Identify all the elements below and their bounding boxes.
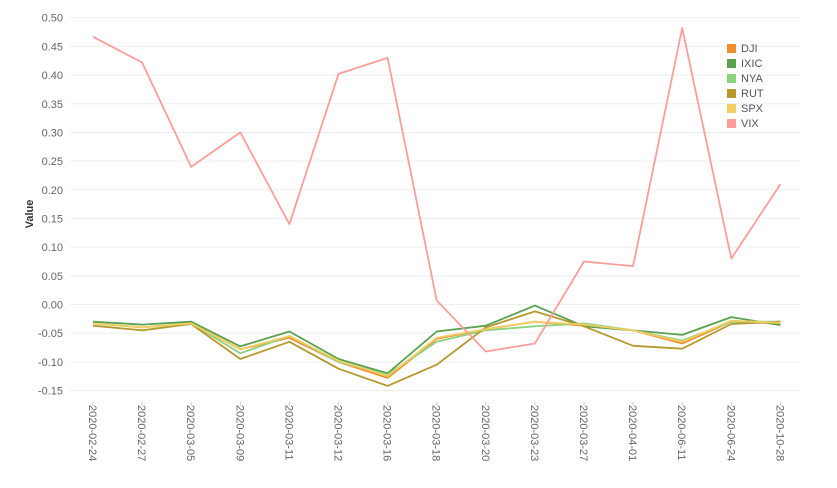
y-tick-label: -0.05: [38, 328, 63, 340]
x-axis: 2020-02-24 2020-02-27 2020-03-05 2020-03-09…: [86, 402, 785, 461]
x-tick-label: 2020-10-28: [773, 405, 785, 461]
series-line-dji: [92, 320, 781, 379]
legend-swatch-spx: [727, 104, 736, 113]
series-line-rut: [92, 310, 781, 387]
x-tick-label: 2020-03-12: [332, 405, 344, 461]
y-tick-label: 0.30: [42, 127, 63, 139]
x-tick-label: 2020-03-05: [184, 405, 196, 461]
x-tick-label: 2020-02-24: [86, 405, 98, 461]
x-tick-label: 2020-04-01: [626, 405, 638, 461]
y-tick-label: 0.00: [42, 300, 63, 312]
gridlines: [70, 17, 800, 392]
y-tick-label: 0.20: [42, 185, 63, 197]
y-axis: 0.50 0.45 0.40 0.35 0.30 0.25 0.20 0.15 0.10 0.05…: [38, 13, 63, 398]
x-tick-label: 2020-03-11: [282, 405, 294, 460]
y-tick-label: 0.15: [42, 213, 63, 225]
y-tick-label: 0.50: [42, 13, 63, 25]
legend-swatch-rut: [727, 89, 736, 98]
y-tick-label: 0.35: [42, 99, 63, 111]
y-tick-label: 0.45: [42, 41, 63, 53]
legend[interactable]: DJI IXIC NYA RUT SPX VIX: [727, 43, 764, 130]
x-tick-label: 2020-03-16: [381, 405, 393, 461]
x-tick-label: 2020-03-20: [479, 405, 491, 461]
y-tick-label: -0.15: [38, 386, 63, 398]
legend-swatch-vix: [727, 119, 736, 128]
y-axis-label: Value: [24, 200, 36, 229]
x-tick-label: 2020-06-24: [724, 405, 736, 461]
legend-label-spx: SPX: [741, 103, 764, 115]
y-tick-label: 0.25: [42, 156, 63, 168]
y-tick-label: 0.10: [42, 242, 63, 254]
x-tick-label: 2020-03-23: [528, 405, 540, 461]
y-tick-label: 0.40: [42, 70, 63, 82]
x-tick-label: 2020-02-27: [135, 405, 147, 461]
series-line-ixic: [92, 304, 781, 375]
series-lines: [92, 27, 782, 387]
y-tick-label: 0.05: [42, 271, 63, 283]
y-tick-label: -0.10: [38, 357, 63, 369]
x-tick-label: 2020-03-18: [430, 405, 442, 461]
x-tick-label: 2020-06-11: [675, 405, 687, 460]
legend-label-vix: VIX: [741, 118, 759, 130]
x-tick-label: 2020-03-09: [233, 405, 245, 461]
legend-swatch-ixic: [727, 59, 736, 68]
legend-swatch-dji: [727, 44, 736, 53]
x-tick-label: 2020-03-27: [577, 405, 589, 461]
series-line-vix: [92, 27, 782, 353]
legend-label-ixic: IXIC: [741, 58, 762, 70]
legend-label-dji: DJI: [741, 43, 758, 55]
legend-label-nya: NYA: [741, 73, 763, 85]
legend-swatch-nya: [727, 74, 736, 83]
series-line-spx: [92, 319, 781, 378]
legend-label-rut: RUT: [741, 88, 764, 100]
